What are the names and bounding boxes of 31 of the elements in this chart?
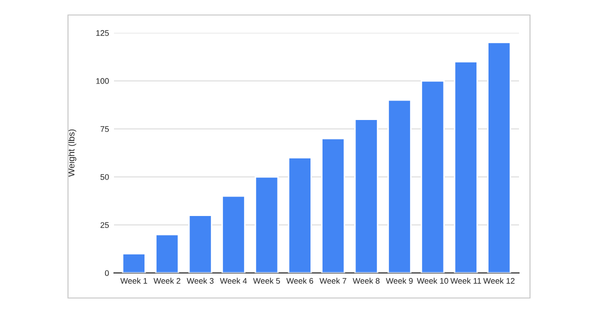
y-axis-title: Weight (lbs) bbox=[68, 129, 76, 177]
bar bbox=[188, 214, 212, 273]
bar bbox=[354, 118, 378, 273]
bar bbox=[288, 157, 312, 273]
x-tick-label: Week 12 bbox=[483, 278, 515, 284]
bar bbox=[155, 234, 180, 273]
y-tick-label: 100 bbox=[96, 78, 109, 84]
bar bbox=[122, 253, 146, 273]
bar bbox=[454, 60, 478, 273]
x-tick-label: Week 10 bbox=[416, 278, 448, 284]
bar bbox=[388, 99, 412, 273]
bar bbox=[420, 80, 445, 273]
bar bbox=[321, 138, 346, 273]
y-tick-label: 125 bbox=[96, 30, 109, 36]
bar bbox=[487, 42, 512, 273]
bar bbox=[254, 176, 279, 273]
bar bbox=[222, 195, 246, 273]
y-tick-label: 50 bbox=[100, 174, 109, 180]
x-tick-label: Week 8 bbox=[352, 278, 380, 284]
x-tick-label: Week 7 bbox=[320, 278, 346, 284]
y-tick-label: 0 bbox=[104, 270, 109, 276]
x-tick-label: Week 6 bbox=[286, 278, 314, 284]
x-tick-label: Week 3 bbox=[186, 278, 214, 284]
x-tick-label: Week 9 bbox=[386, 278, 413, 284]
y-tick-label: 75 bbox=[100, 126, 109, 132]
x-tick-label: Week 4 bbox=[220, 278, 247, 284]
x-tick-label: Week 2 bbox=[154, 278, 180, 284]
x-tick-label: Week 11 bbox=[450, 278, 482, 284]
x-tick-label: Week 1 bbox=[120, 278, 148, 284]
x-tick-label: Week 5 bbox=[253, 278, 280, 284]
y-tick-label: 25 bbox=[100, 222, 109, 228]
